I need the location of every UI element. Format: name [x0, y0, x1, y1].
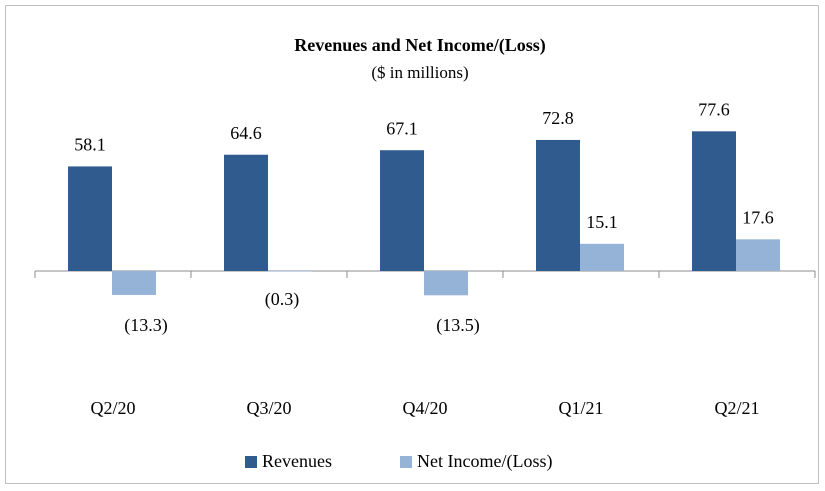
x-tick-label: Q4/20 [403, 398, 448, 418]
value-label: (13.3) [124, 315, 168, 336]
value-label: 72.8 [542, 108, 574, 128]
value-label: (13.5) [436, 315, 480, 336]
x-tick-label: Q3/20 [247, 398, 292, 418]
value-label: 64.6 [230, 123, 262, 143]
bar [112, 271, 156, 295]
value-label: 15.1 [586, 212, 618, 232]
bar [68, 166, 112, 271]
value-label: 58.1 [74, 135, 106, 155]
x-tick-label: Q2/21 [715, 398, 760, 418]
value-label: 67.1 [386, 118, 418, 138]
chart-title: Revenues and Net Income/(Loss) [294, 35, 546, 56]
bar [424, 271, 468, 296]
value-label: 77.6 [698, 99, 730, 119]
bar [536, 139, 580, 271]
bar [380, 150, 424, 271]
legend-swatch [400, 456, 412, 468]
legend-label: Revenues [262, 451, 332, 471]
bar [580, 243, 624, 271]
x-tick-label: Q2/20 [91, 398, 136, 418]
legend-label: Net Income/(Loss) [417, 451, 552, 472]
chart-subtitle: ($ in millions) [371, 63, 468, 82]
bar [692, 131, 736, 271]
value-label: (0.3) [265, 289, 300, 310]
bar [224, 154, 268, 271]
legend-swatch [245, 456, 257, 468]
bar [736, 239, 780, 271]
value-label: 17.6 [742, 207, 774, 227]
bar [268, 271, 312, 272]
x-tick-label: Q1/21 [559, 398, 604, 418]
